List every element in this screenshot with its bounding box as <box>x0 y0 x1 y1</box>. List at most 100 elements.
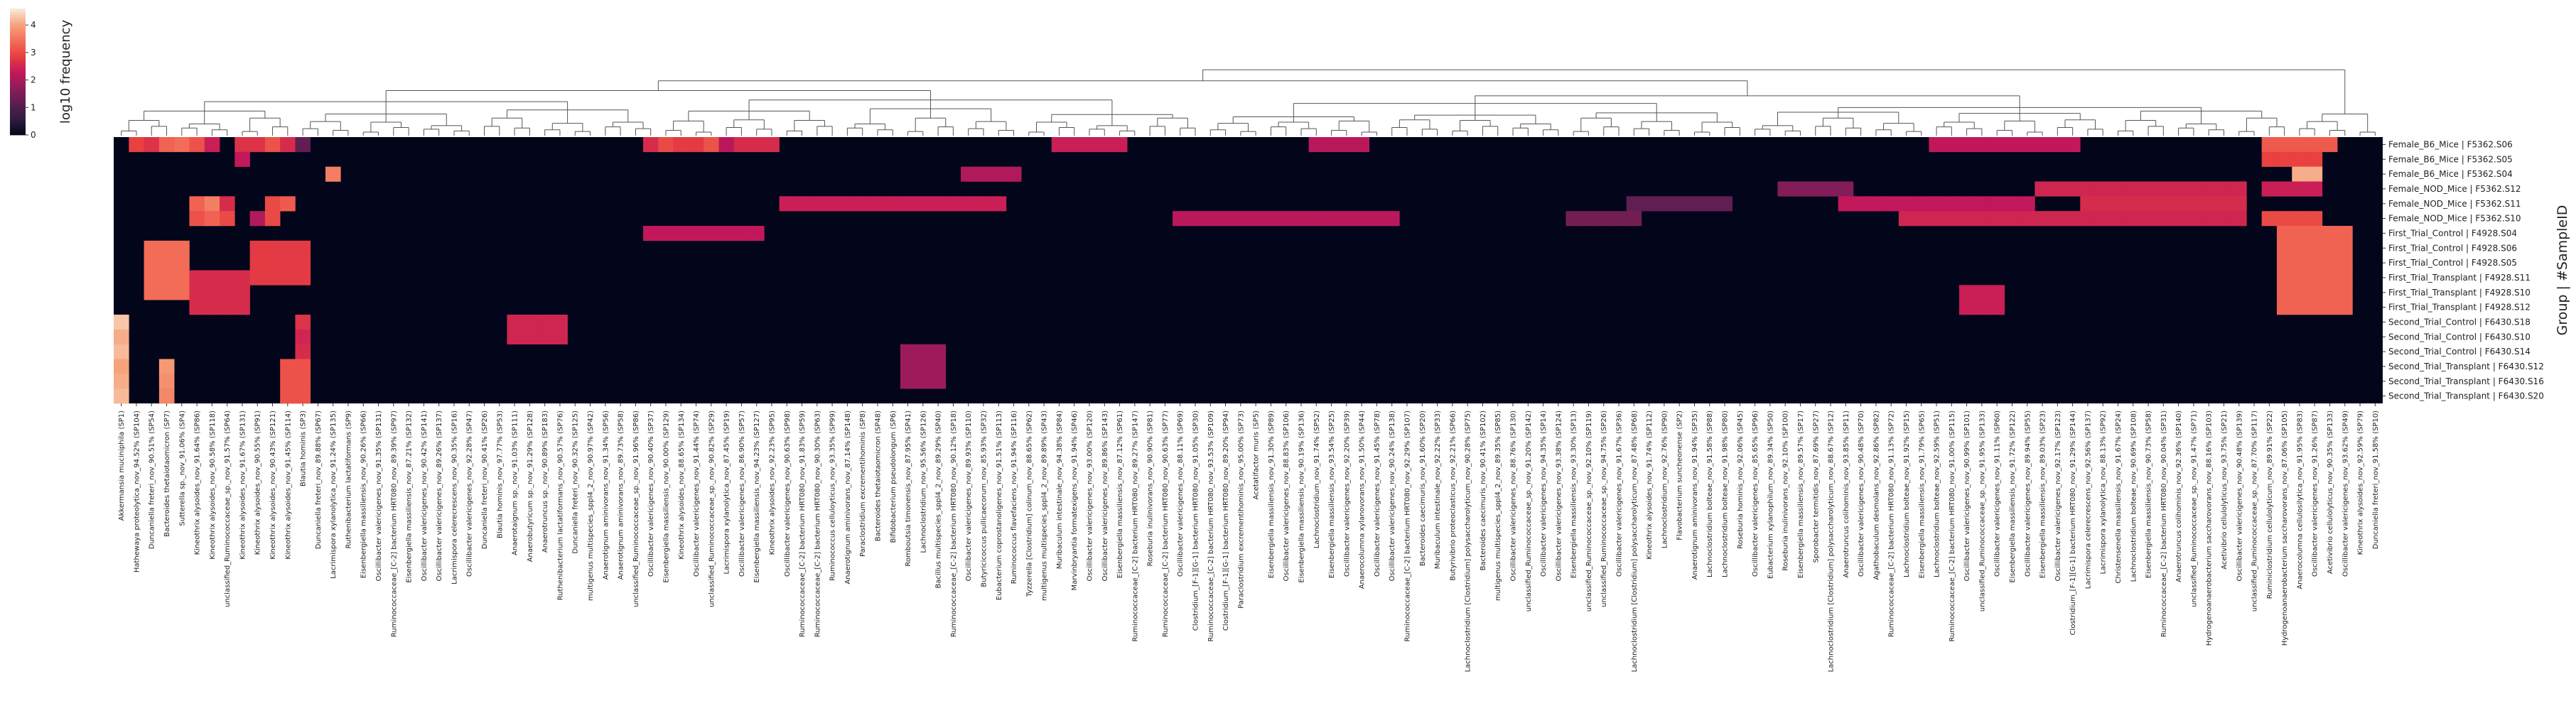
column-label: Oscillibacter valericigenes_nov_85.65% (… <box>1752 411 1759 577</box>
heatmap-cell <box>930 359 947 374</box>
heatmap-cell <box>1596 211 1612 227</box>
column-label: Anaerotruncus colihominis_nov_92.36% (SP… <box>2175 411 2183 582</box>
heatmap-cell <box>2292 300 2307 315</box>
heatmap-cell <box>1974 137 1990 153</box>
heatmap-cell <box>295 359 311 374</box>
heatmap-cell <box>204 285 220 300</box>
heatmap-cell <box>1838 196 1854 212</box>
column-label: unclassified_Ruminococcaceae_sp._nov_91.… <box>224 411 232 607</box>
column-label: multigenus multispecies_sppl4_2_nov_89.3… <box>1494 411 1502 601</box>
heatmap-cell <box>2307 166 2323 182</box>
heatmap-cell <box>2337 270 2353 286</box>
column-label: Oscillibacter valericigenes_nov_90.99% (… <box>1963 411 1971 581</box>
heatmap-cell <box>2049 181 2066 197</box>
heatmap-cell <box>1202 211 1219 227</box>
colorbar-step <box>10 48 26 51</box>
column-label: Oscillibacter valericigenes_nov_89.93% (… <box>965 411 973 581</box>
heatmap-cell <box>900 374 916 389</box>
column-label: Kineothrix alysoides_nov_90.58% (SP118) <box>209 411 217 560</box>
heatmap-cell <box>2261 211 2278 227</box>
column-label: Hydrogenoanaerobacterium saccharovorans_… <box>2281 411 2289 646</box>
column-label: Kineothrix alysoides_nov_90.43% (SP121) <box>269 411 277 560</box>
column-label: unclassified_Ruminococcaceae_sp._nov_91.… <box>1525 411 1533 612</box>
heatmap-cell <box>2095 181 2111 197</box>
heatmap-cell <box>991 196 1007 212</box>
heatmap-cell <box>1958 137 1975 153</box>
column-label: Oscillibacter valericigenes_nov_88.83% (… <box>1283 411 1290 581</box>
heatmap-cell <box>658 137 674 153</box>
heatmap-cell <box>2020 196 2035 212</box>
heatmap-cell <box>2080 196 2096 212</box>
heatmap-cell <box>2276 240 2292 256</box>
column-dendrogram <box>121 69 2376 136</box>
heatmap-cell <box>174 255 190 271</box>
column-label: Sutterella sp._nov_91.06% (SP4) <box>178 411 186 526</box>
column-label: Oscillibacter valericigenes_nov_90.24% (… <box>1389 411 1396 581</box>
heatmap-cell <box>1051 137 1067 153</box>
heatmap-cell <box>2307 255 2323 271</box>
heatmap-cell <box>2049 211 2066 227</box>
colorbar-tick-label: 1 <box>31 102 36 112</box>
heatmap-cell <box>1929 196 1944 212</box>
heatmap-cell <box>2020 137 2035 153</box>
heatmap-cell <box>1339 211 1354 227</box>
heatmap-cell <box>1278 211 1294 227</box>
colorbar-step <box>10 53 26 55</box>
heatmap-cell <box>158 359 175 374</box>
column-label: Sporobacter termitidis_nov_87.69% (SP27) <box>1812 411 1820 563</box>
column-label: Oscillibacter valericigenes_nov_94.35% (… <box>1540 411 1548 577</box>
colorbar-tick-label: 2 <box>31 75 36 85</box>
colorbar: 0 1 2 3 4 <box>10 9 36 140</box>
column-label: Kineothrix alysoides_nov_91.64% (SP86) <box>194 411 202 555</box>
heatmap-cell <box>1369 211 1385 227</box>
heatmap-cell <box>204 270 220 286</box>
colorbar-step <box>10 88 26 92</box>
colorbar-step <box>10 46 26 49</box>
heatmap-cell <box>2337 255 2353 271</box>
heatmap-cell <box>2292 137 2307 153</box>
heatmap-cell <box>976 166 991 182</box>
colorbar-step <box>10 10 26 13</box>
heatmap-cell <box>537 315 553 330</box>
heatmap-cell <box>295 344 311 359</box>
heatmap-cell <box>189 270 205 286</box>
heatmap-cell <box>249 255 266 271</box>
column-label: Bifidobacterium pseudolongum (SP6) <box>890 411 898 543</box>
heatmap-cell <box>264 240 281 256</box>
heatmap-cell <box>1006 166 1022 182</box>
heatmap-cell <box>144 285 160 300</box>
heatmap-cell <box>325 166 341 182</box>
colorbar-step <box>10 50 26 53</box>
colorbar-step <box>10 120 26 123</box>
heatmap-cell <box>1308 211 1325 227</box>
heatmap-cell <box>129 137 144 153</box>
heatmap-cell <box>2276 151 2292 167</box>
column-label: Romboutsia timonensis_nov_87.95% (SP41) <box>905 411 912 567</box>
heatmap-cell <box>718 137 735 153</box>
column-label: Lachnoclostridium bolteae_nov_92.59% (SP… <box>1934 411 1941 577</box>
heatmap-cell <box>2155 181 2172 197</box>
heatmap-cell <box>158 137 175 153</box>
column-label: Acetivibrio cellulolyticus_nov_93.75% (S… <box>2221 411 2229 570</box>
heatmap-cell <box>900 359 916 374</box>
heatmap-cell <box>174 240 190 256</box>
column-label: Oscillibacter valericigenes_nov_93.00% (… <box>1086 411 1094 581</box>
heatmap-cell <box>2292 285 2307 300</box>
heatmap-cell <box>2307 300 2323 315</box>
heatmap-cell <box>264 255 281 271</box>
column-label: Oscillibacter valericigenes_nov_90.48% (… <box>1858 411 1865 577</box>
colorbar-step <box>10 21 26 24</box>
heatmap-cell <box>764 137 780 153</box>
column-label: Lacrimispora xylanolytica_nov_91.24% (SP… <box>330 411 338 579</box>
heatmap-cell <box>733 226 750 241</box>
heatmap-cell <box>295 389 311 404</box>
heatmap-cell <box>144 137 160 153</box>
colorbar-step <box>10 109 26 112</box>
heatmap-cell <box>1868 196 1884 212</box>
heatmap-cell <box>280 196 296 212</box>
heatmap-cell <box>2216 196 2232 212</box>
heatmap-cell <box>144 240 160 256</box>
colorbar-step <box>10 92 26 96</box>
heatmap-cell <box>1989 196 2005 212</box>
column-label: Oscillibacter valericigenes_nov_91.11% (… <box>1994 411 2002 577</box>
